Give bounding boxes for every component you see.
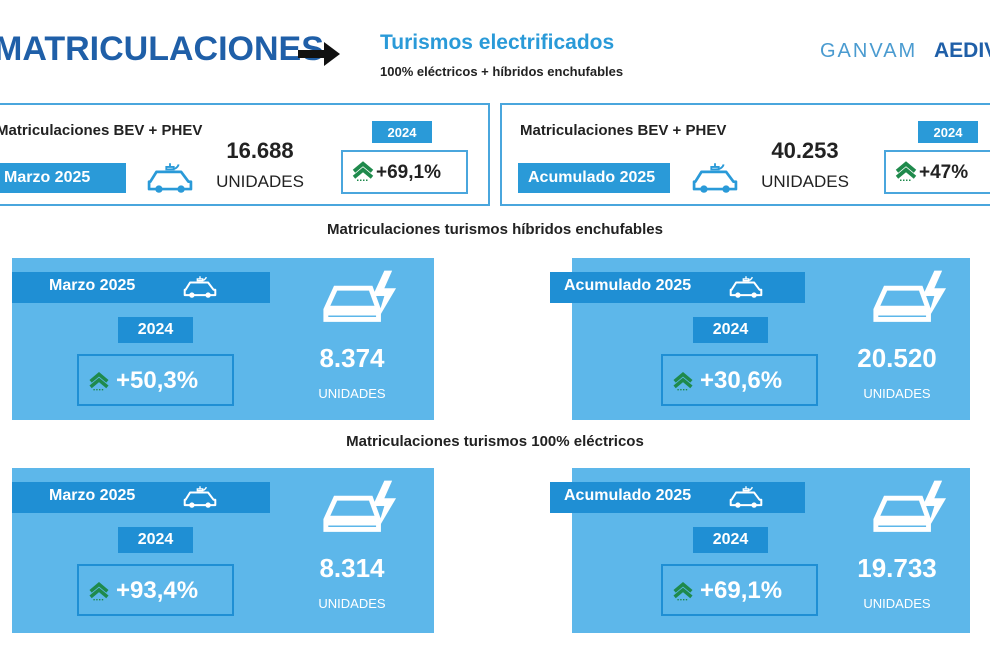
logo: AEDIVE: [934, 39, 990, 62]
big-car-icon: [320, 270, 398, 322]
growth-icon: [348, 156, 378, 188]
logo: GANVAM: [820, 40, 918, 62]
year-badge: 2024: [118, 317, 193, 343]
panel-period: Acumulado 2025: [564, 487, 692, 504]
car-icon: [145, 162, 195, 194]
growth-icon: [85, 575, 113, 609]
change-box: [77, 564, 234, 616]
car-icon: [182, 485, 218, 509]
period-badge: Marzo 2025: [0, 163, 126, 193]
growth-icon: [85, 365, 113, 399]
panel-unit: UNIDADES: [318, 386, 386, 401]
change-box: [77, 354, 234, 406]
change-value: +47%: [919, 162, 969, 183]
panel-value: 8.314: [319, 553, 385, 583]
panel-unit: UNIDADES: [863, 596, 931, 611]
change-box: [884, 150, 990, 194]
change-value: +69,1%: [700, 577, 783, 604]
panel-unit: UNIDADES: [863, 386, 931, 401]
car-icon: [182, 275, 218, 299]
arrow-icon: [298, 42, 340, 66]
panel-period: Marzo 2025: [49, 277, 136, 294]
year-badge: 2024: [118, 527, 193, 553]
change-value: +69,1%: [376, 162, 441, 183]
period-strip: [12, 272, 270, 303]
growth-icon: [891, 156, 921, 188]
summary-unit: UNIDADES: [761, 172, 849, 191]
change-box: [661, 354, 818, 406]
change-value: +50,3%: [116, 367, 199, 394]
panel-unit: UNIDADES: [318, 596, 386, 611]
panel-value: 19.733: [857, 553, 937, 583]
growth-icon: [669, 575, 697, 609]
topic-title: Turismos electrificados: [380, 31, 615, 54]
big-car-icon: [870, 480, 948, 532]
section-title: Matriculaciones turismos 100% eléctricos: [346, 433, 644, 450]
year-badge: 2024: [693, 527, 768, 553]
summary-label: Matriculaciones BEV + PHEV: [0, 122, 203, 139]
summary-box: [500, 103, 990, 206]
period-strip: [550, 482, 805, 513]
section-title: Matriculaciones turismos híbridos enchuf…: [327, 221, 663, 238]
panel-value: 20.520: [857, 343, 937, 373]
summary-box: [0, 103, 490, 206]
change-value: +30,6%: [700, 367, 783, 394]
big-car-icon: [870, 270, 948, 322]
summary-label: Matriculaciones BEV + PHEV: [520, 122, 727, 139]
summary-unit: UNIDADES: [216, 172, 304, 191]
summary-value: 40.253: [771, 138, 839, 163]
big-car-icon: [320, 480, 398, 532]
car-icon: [690, 162, 740, 194]
change-box: [661, 564, 818, 616]
subtitle: 100% eléctricos + híbridos enchufables: [380, 64, 624, 79]
year-badge: 2024: [693, 317, 768, 343]
change-value: +93,4%: [116, 577, 199, 604]
year-badge: 2024: [372, 121, 432, 143]
period-strip: [12, 482, 270, 513]
growth-icon: [669, 365, 697, 399]
panel-value: 8.374: [319, 343, 385, 373]
change-box: [341, 150, 468, 194]
main-title: MATRICULACIONES: [0, 30, 324, 68]
panel-period: Acumulado 2025: [564, 277, 692, 294]
car-icon: [728, 485, 764, 509]
summary-value: 16.688: [226, 138, 294, 163]
panel-period: Marzo 2025: [49, 487, 136, 504]
year-badge: 2024: [918, 121, 978, 143]
car-icon: [728, 275, 764, 299]
period-badge: Acumulado 2025: [518, 163, 670, 193]
period-strip: [550, 272, 805, 303]
